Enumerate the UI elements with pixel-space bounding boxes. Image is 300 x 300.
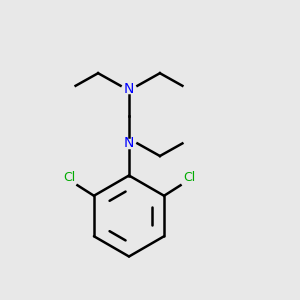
Text: N: N: [124, 136, 134, 150]
Text: Cl: Cl: [183, 171, 195, 184]
Text: Cl: Cl: [63, 171, 75, 184]
Text: N: N: [124, 82, 134, 96]
